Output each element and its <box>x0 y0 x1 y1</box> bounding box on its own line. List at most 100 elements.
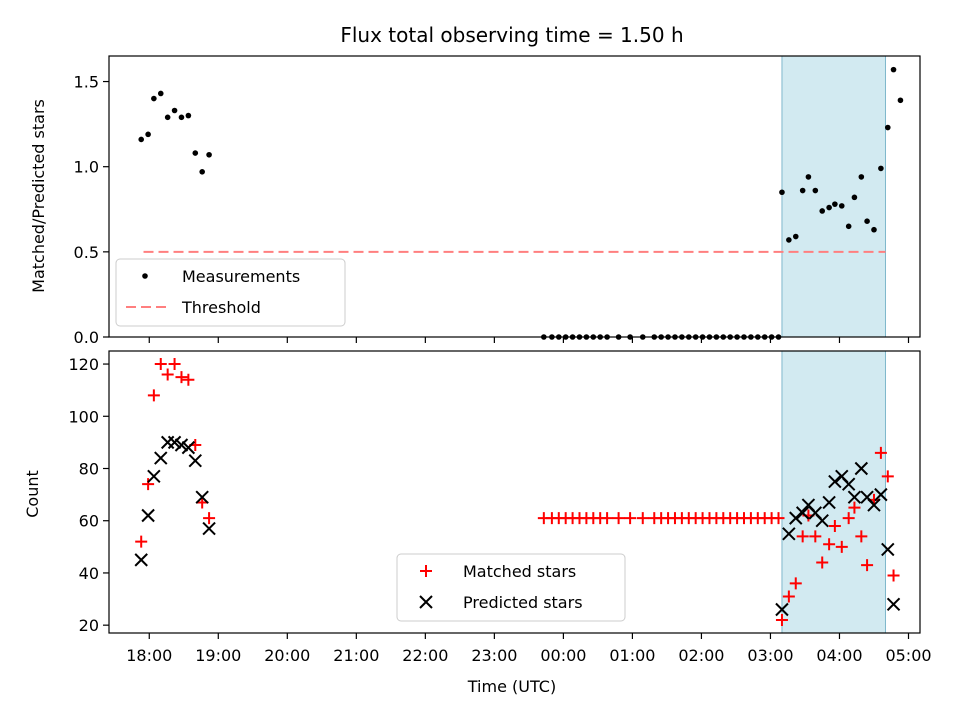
data-point <box>792 233 799 240</box>
data-point <box>167 435 182 450</box>
y-axis-label-ratio: Matched/Predicted stars <box>29 99 48 293</box>
x-tick-label: 04:00 <box>816 646 862 665</box>
x-tick-label: 19:00 <box>195 646 241 665</box>
data-point <box>181 440 196 455</box>
y-tick-label: 0.0 <box>74 328 99 347</box>
x-tick-label: 02:00 <box>678 646 724 665</box>
data-point <box>897 97 904 104</box>
series-matched-stars <box>135 358 900 626</box>
data-point <box>867 498 881 512</box>
y-tick-label: 20 <box>79 616 99 635</box>
data-point <box>147 389 160 402</box>
x-tick-label: 21:00 <box>333 646 379 665</box>
data-point <box>789 577 802 590</box>
data-point <box>157 90 164 97</box>
data-point <box>874 487 888 502</box>
data-point <box>192 150 199 156</box>
y-tick-label: 80 <box>79 460 99 479</box>
y-tick-label: 60 <box>79 512 99 531</box>
x-tick-label: 20:00 <box>264 646 310 665</box>
data-point <box>796 530 809 543</box>
data-point <box>779 189 785 196</box>
data-point <box>828 519 841 532</box>
legend: Matched stars Predicted stars <box>396 553 626 622</box>
legend-marker-matched <box>420 565 432 577</box>
y-axis-label-count: Count <box>23 470 42 518</box>
data-point <box>799 187 806 194</box>
data-point <box>864 218 870 224</box>
data-point <box>175 371 188 384</box>
data-point <box>624 512 637 525</box>
data-point <box>795 506 810 520</box>
data-point <box>832 201 838 207</box>
data-point <box>145 131 151 138</box>
shaded-interval <box>781 350 886 634</box>
legend-label: Measurements <box>182 267 300 286</box>
data-point <box>822 495 836 510</box>
data-point <box>134 553 148 567</box>
data-point <box>199 169 205 175</box>
data-point <box>151 95 157 102</box>
x-axis-label: Time (UTC) <box>467 677 556 696</box>
data-point <box>206 151 212 158</box>
data-point <box>874 446 887 459</box>
x-tick-label: 23:00 <box>471 646 517 665</box>
data-point <box>890 66 897 73</box>
legend: Measurements Threshold <box>115 258 346 327</box>
x-tick-label: 18:00 <box>126 646 172 665</box>
data-point <box>141 508 155 523</box>
legend-marker-measurements <box>142 273 148 279</box>
data-point <box>142 478 155 491</box>
legend-label: Matched stars <box>463 562 576 581</box>
y-tick-label: 100 <box>68 407 99 426</box>
data-point <box>612 512 625 525</box>
data-point <box>202 521 216 536</box>
data-point <box>845 223 852 230</box>
x-tick-label: 03:00 <box>747 646 793 665</box>
data-point <box>847 490 862 504</box>
x-tick-label: 05:00 <box>885 646 931 665</box>
data-point <box>858 174 865 180</box>
y-tick-label: 120 <box>68 355 99 374</box>
data-point <box>164 114 171 121</box>
data-point <box>878 165 884 172</box>
data-point <box>775 602 789 617</box>
y-tick-label: 0.5 <box>74 243 99 262</box>
data-point <box>848 501 861 514</box>
data-point <box>789 511 803 525</box>
data-point <box>819 208 826 214</box>
data-point <box>601 512 614 525</box>
data-point <box>861 559 874 572</box>
data-point <box>826 204 832 211</box>
data-point <box>154 451 168 465</box>
data-point <box>838 203 845 209</box>
data-point <box>154 358 167 371</box>
data-point <box>871 226 877 233</box>
data-point <box>178 114 185 121</box>
data-point <box>841 477 856 491</box>
data-point <box>842 512 855 525</box>
axes-frame <box>108 350 921 634</box>
y-tick-label: 1.5 <box>74 73 99 92</box>
data-point <box>168 358 181 371</box>
data-point <box>884 124 891 131</box>
data-point <box>174 438 189 452</box>
series-predicted-stars <box>134 435 901 617</box>
data-point <box>782 527 796 541</box>
data-point <box>160 435 175 450</box>
data-point <box>147 469 161 484</box>
data-point <box>188 453 202 468</box>
y-tick-label: 1.0 <box>74 158 99 177</box>
legend-box <box>396 553 626 622</box>
data-point <box>851 194 858 201</box>
data-point <box>815 514 829 528</box>
shaded-interval <box>781 55 886 338</box>
data-point <box>835 540 848 553</box>
data-point <box>135 535 148 548</box>
count-panel: 20 40 60 80 100 120 18:00 19:00 20:00 21:00 22:00 2… <box>68 350 932 665</box>
data-point <box>828 474 842 489</box>
legend-box <box>115 258 346 327</box>
x-tick-label: 22:00 <box>402 646 448 665</box>
data-point <box>782 590 795 603</box>
